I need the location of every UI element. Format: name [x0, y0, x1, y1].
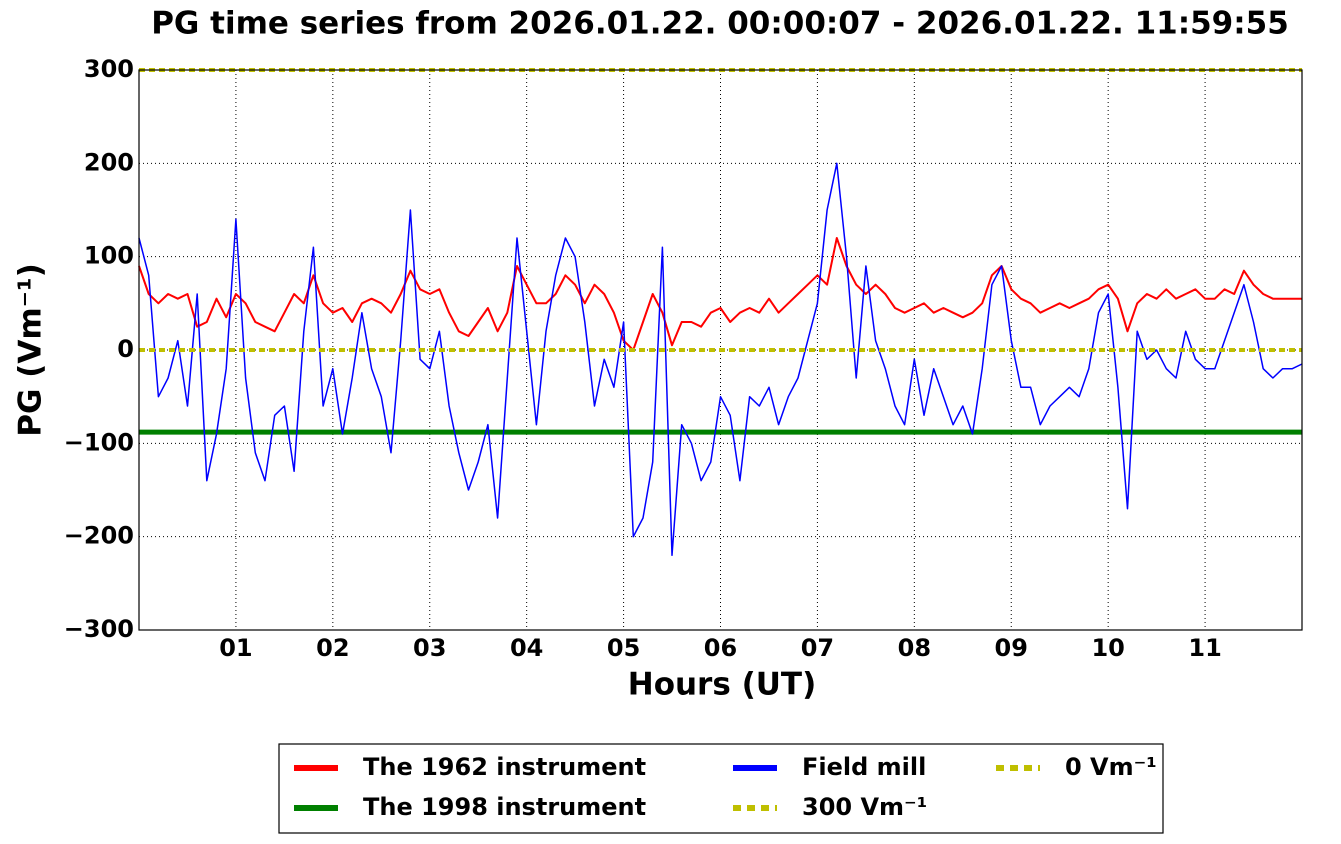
series-line: [138, 162, 1303, 557]
legend-label: 300 Vm⁻¹: [802, 793, 927, 821]
y-tick-label: −200: [64, 522, 134, 550]
x-tick-label: 07: [801, 634, 834, 662]
chart-title: PG time series from 2026.01.22. 00:00:07…: [151, 6, 1289, 42]
y-axis-label: PG (Vm⁻¹): [13, 263, 49, 437]
y-tick-label: −300: [64, 615, 134, 643]
x-tick-label: 01: [219, 634, 252, 662]
y-tick-label: 300: [84, 55, 134, 83]
x-tick-label: 03: [413, 634, 446, 662]
legend-label: The 1998 instrument: [363, 793, 646, 821]
x-tick-label: 02: [316, 634, 349, 662]
x-tick-label: 04: [510, 634, 543, 662]
x-tick-label: 10: [1091, 634, 1124, 662]
y-tick-label: 0: [117, 335, 134, 363]
y-tick-label: −100: [64, 428, 134, 456]
legend-label: Field mill: [802, 753, 926, 781]
x-tick-label: 08: [898, 634, 931, 662]
x-tick-label: 09: [995, 634, 1028, 662]
y-tick-label: 100: [84, 242, 134, 270]
series-line: [138, 237, 1302, 351]
legend-label: The 1962 instrument: [363, 753, 646, 781]
x-tick-label: 11: [1188, 634, 1221, 662]
legend-label: 0 Vm⁻¹: [1065, 753, 1157, 781]
x-tick-label: 06: [704, 634, 737, 662]
x-tick-label: 05: [607, 634, 640, 662]
y-tick-label: 200: [84, 148, 134, 176]
legend-box: [278, 743, 1164, 834]
plot-frame: [138, 69, 1303, 631]
x-axis-label: Hours (UT): [628, 667, 817, 703]
